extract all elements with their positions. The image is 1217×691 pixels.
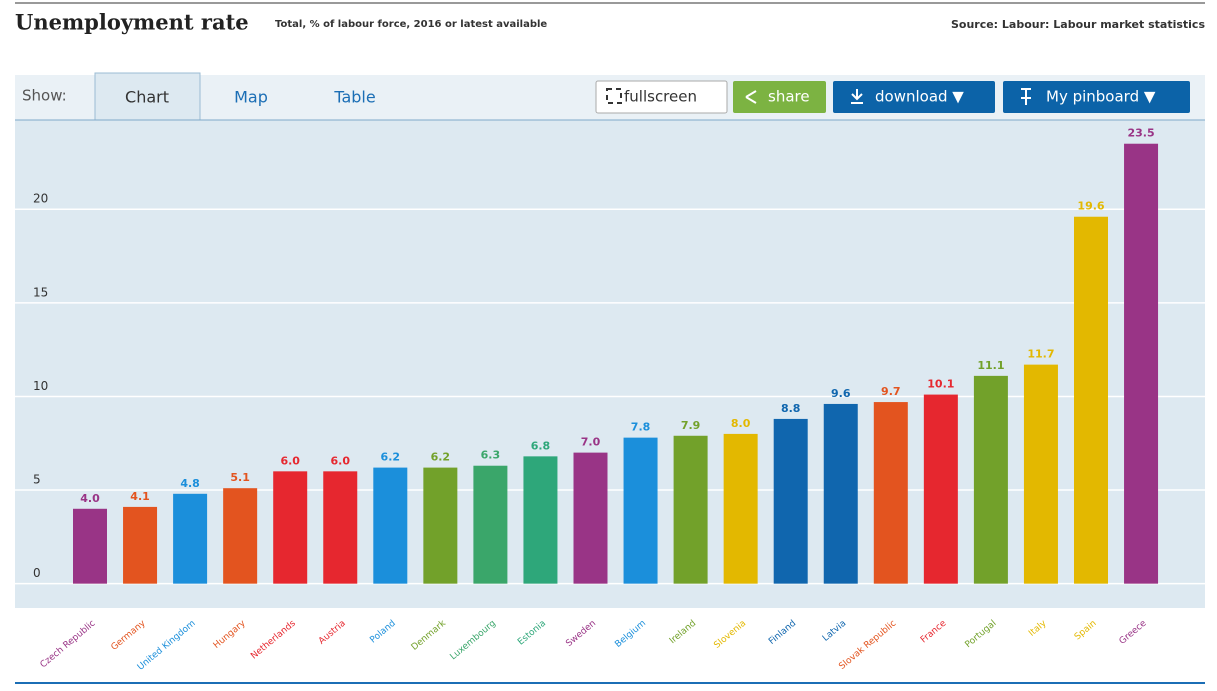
value-label: 9.7 [881, 385, 901, 398]
x-tick-label: Sweden [564, 619, 598, 650]
value-label: 8.8 [781, 402, 801, 415]
value-label: 6.8 [531, 439, 551, 452]
bar [473, 465, 508, 584]
bar [773, 418, 808, 584]
bar [123, 506, 158, 584]
share-icon [745, 90, 757, 104]
bar [1074, 216, 1108, 584]
show-label: Show: [22, 87, 67, 105]
button-label[interactable]: share [768, 88, 810, 106]
y-tick-label: 20 [33, 192, 48, 206]
x-tick-label: Germany [109, 618, 148, 653]
share-button[interactable] [733, 81, 826, 113]
x-tick-label: Denmark [410, 618, 449, 653]
button-label[interactable]: fullscreen [624, 88, 697, 106]
value-label: 9.6 [831, 387, 851, 400]
value-label: 4.1 [130, 490, 150, 503]
tab[interactable]: Table [333, 88, 375, 107]
value-label: 7.8 [631, 421, 651, 434]
bar [523, 456, 558, 584]
x-tick-label: Belgium [613, 619, 648, 650]
bar [1124, 143, 1159, 584]
tab[interactable]: Chart [125, 88, 169, 107]
value-label: 6.0 [331, 454, 351, 467]
x-tick-label: Hungary [212, 618, 248, 651]
y-tick-label: 15 [33, 285, 48, 299]
x-tick-label: Poland [368, 619, 397, 646]
x-tick-label: Italy [1027, 618, 1049, 639]
bar [73, 508, 107, 584]
button-label[interactable]: My pinboard ▼ [1046, 88, 1156, 106]
value-label: 8.0 [731, 417, 751, 430]
fullscreen-button[interactable] [595, 80, 728, 114]
y-tick-label: 0 [33, 566, 41, 580]
x-tick-label: Portugal [963, 619, 998, 651]
bar [223, 488, 258, 584]
value-label: 7.9 [681, 419, 701, 432]
value-label: 11.7 [1027, 348, 1054, 361]
bar [573, 452, 608, 584]
pinboard-button[interactable] [1003, 81, 1190, 113]
bar [1023, 364, 1058, 584]
active-tab[interactable] [94, 72, 201, 122]
x-tick-label: Ireland [668, 619, 698, 647]
bar [723, 433, 758, 584]
x-tick-label: Estonia [516, 619, 548, 648]
value-label: 4.0 [80, 492, 100, 505]
bar [273, 471, 308, 584]
value-label: 10.1 [927, 378, 954, 391]
value-label: 6.2 [431, 451, 451, 464]
x-tick-label: Austria [317, 619, 348, 647]
x-tick-label: France [919, 618, 949, 645]
download-button[interactable] [833, 81, 995, 113]
download-icon [851, 89, 863, 104]
x-tick-label: Czech Republic [39, 619, 98, 671]
pin-icon [1021, 88, 1031, 105]
tab[interactable]: Map [234, 88, 268, 107]
button-label[interactable]: download ▼ [875, 88, 964, 106]
y-tick-label: 10 [33, 379, 48, 393]
x-tick-label: Netherlands [249, 618, 298, 661]
bar [173, 493, 208, 584]
source: Source: Labour: Labour market statistics [951, 18, 1205, 31]
value-label: 6.0 [280, 454, 300, 467]
bar [323, 471, 358, 584]
value-label: 6.3 [481, 449, 501, 462]
y-tick-label: 5 [33, 473, 41, 487]
value-label: 5.1 [230, 471, 250, 484]
value-label: 4.8 [180, 477, 200, 490]
x-tick-label: Finland [767, 619, 798, 647]
value-label: 19.6 [1077, 200, 1104, 213]
x-tick-label: Spain [1073, 619, 1099, 643]
bar [373, 467, 408, 584]
value-label: 23.5 [1127, 127, 1154, 140]
bar [823, 403, 858, 584]
value-label: 11.1 [977, 359, 1004, 372]
bar [673, 435, 708, 584]
bar [423, 467, 458, 584]
fullscreen-icon [606, 88, 622, 104]
value-label: 6.2 [381, 451, 401, 464]
bar [623, 437, 658, 584]
x-tick-label: Latvia [821, 619, 848, 644]
x-tick-label: Greece [1118, 618, 1149, 647]
bar [973, 375, 1008, 584]
subtitle: Total, % of labour force, 2016 or latest… [275, 19, 547, 30]
value-label: 7.0 [581, 436, 601, 449]
title: Unemployment rate [15, 10, 249, 35]
bar [923, 394, 958, 584]
x-tick-label: Luxembourg [449, 619, 498, 663]
bar [873, 402, 908, 584]
x-tick-label: Slovenia [712, 619, 748, 651]
